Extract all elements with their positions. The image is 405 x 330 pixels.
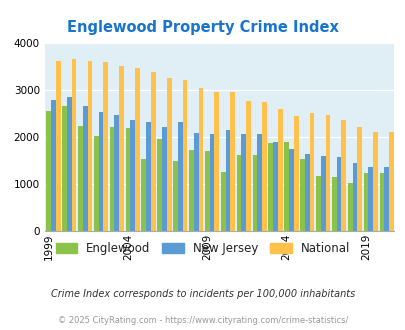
Bar — [372, 132, 377, 231]
Bar — [262, 102, 266, 231]
Bar — [220, 172, 225, 231]
Bar — [320, 156, 325, 231]
Bar — [293, 116, 298, 231]
Bar — [119, 66, 124, 231]
Text: Englewood Property Crime Index: Englewood Property Crime Index — [67, 20, 338, 35]
Bar — [273, 142, 277, 231]
Bar — [125, 128, 130, 231]
Bar — [379, 173, 384, 231]
Bar — [46, 111, 51, 231]
Bar — [166, 78, 171, 231]
Bar — [367, 167, 372, 231]
Bar — [62, 106, 67, 231]
Bar — [288, 149, 293, 231]
Bar — [162, 127, 166, 231]
Bar — [245, 101, 250, 231]
Bar — [146, 122, 151, 231]
Bar — [114, 115, 119, 231]
Bar — [177, 122, 182, 231]
Bar — [356, 127, 361, 231]
Bar — [78, 126, 83, 231]
Bar — [173, 161, 177, 231]
Bar — [109, 127, 114, 231]
Bar — [157, 139, 162, 231]
Bar — [325, 115, 330, 231]
Bar — [151, 72, 156, 231]
Bar — [87, 61, 92, 231]
Bar — [352, 163, 356, 231]
Text: Crime Index corresponds to incidents per 100,000 inhabitants: Crime Index corresponds to incidents per… — [51, 289, 354, 299]
Bar — [67, 97, 71, 231]
Bar — [94, 136, 98, 231]
Bar — [230, 92, 234, 231]
Bar — [363, 173, 367, 231]
Bar — [214, 92, 219, 231]
Bar — [205, 151, 209, 231]
Bar — [384, 167, 388, 231]
Bar — [71, 59, 76, 231]
Bar — [347, 183, 352, 231]
Bar — [241, 134, 245, 231]
Bar — [388, 132, 393, 231]
Bar — [193, 133, 198, 231]
Bar — [209, 134, 214, 231]
Bar — [252, 155, 257, 231]
Bar — [198, 87, 203, 231]
Bar — [182, 80, 187, 231]
Bar — [189, 150, 193, 231]
Bar — [141, 159, 146, 231]
Bar — [309, 113, 314, 231]
Bar — [315, 177, 320, 231]
Bar — [98, 112, 103, 231]
Bar — [130, 120, 135, 231]
Bar — [284, 142, 288, 231]
Bar — [299, 159, 304, 231]
Bar — [257, 134, 262, 231]
Bar — [336, 157, 341, 231]
Bar — [236, 155, 241, 231]
Bar — [135, 68, 140, 231]
Text: © 2025 CityRating.com - https://www.cityrating.com/crime-statistics/: © 2025 CityRating.com - https://www.city… — [58, 315, 347, 325]
Bar — [51, 100, 55, 231]
Bar — [304, 154, 309, 231]
Bar — [277, 109, 282, 231]
Legend: Englewood, New Jersey, National: Englewood, New Jersey, National — [51, 237, 354, 260]
Bar — [103, 62, 108, 231]
Bar — [331, 178, 336, 231]
Bar — [225, 130, 230, 231]
Bar — [55, 61, 60, 231]
Bar — [268, 143, 273, 231]
Bar — [83, 106, 87, 231]
Bar — [341, 119, 345, 231]
